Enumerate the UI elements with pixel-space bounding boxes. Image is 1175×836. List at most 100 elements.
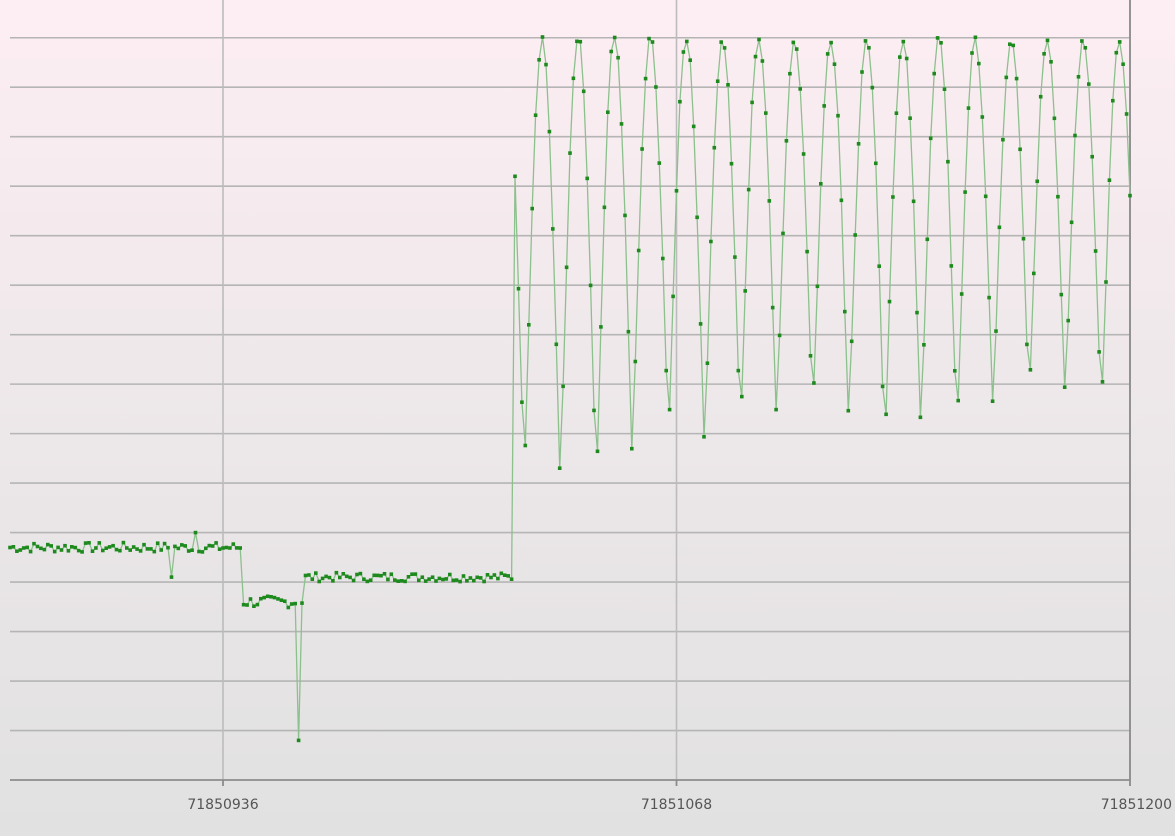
data-point-86 [303,573,308,578]
data-point-321 [1111,98,1115,103]
data-point-213 [740,394,744,399]
data-point-91 [320,576,325,581]
data-point-21 [80,550,84,554]
data-point-208 [722,46,727,50]
data-point-154 [537,58,541,62]
data-point-109 [382,572,387,576]
data-point-114 [399,579,404,583]
data-point-243 [843,309,847,314]
data-point-121 [423,579,428,583]
data-point-0 [8,545,12,550]
data-point-76 [269,595,273,599]
data-point-63 [224,545,229,550]
vertical-gridlines [222,0,1131,780]
data-point-40 [145,547,150,551]
data-point-240 [832,62,837,66]
series-points [8,35,1132,743]
data-point-190 [661,256,665,261]
data-point-6 [28,549,33,554]
data-point-48 [173,544,177,549]
data-point-145 [506,574,510,578]
data-point-230 [798,87,802,91]
data-point-116 [406,575,411,579]
data-point-7 [32,541,36,546]
data-point-103 [362,577,366,581]
data-point-212 [736,368,741,373]
data-point-122 [427,577,431,581]
data-point-5 [25,545,29,550]
data-point-291 [1008,42,1012,46]
data-point-81 [286,605,291,610]
data-point-113 [396,579,400,583]
data-point-217 [753,54,758,59]
x-axis-ticks [222,780,1131,786]
data-point-316 [1093,249,1098,253]
data-point-99 [348,575,352,580]
data-point-150 [523,443,528,448]
data-point-236 [819,182,823,186]
data-point-77 [272,595,277,600]
data-point-35 [128,548,132,552]
data-point-242 [839,198,844,203]
data-point-25 [94,546,98,550]
data-point-156 [544,62,548,67]
data-point-167 [581,89,586,94]
data-point-79 [279,598,284,602]
data-point-169 [588,283,593,288]
data-point-60 [214,541,218,545]
x-tick-labels: 71850936 71851068 71851200 [187,797,1172,813]
data-point-224 [777,333,782,338]
data-point-175 [609,49,613,54]
data-point-294 [1018,147,1022,152]
data-point-130 [454,578,459,582]
data-point-183 [636,248,641,253]
data-point-56 [200,550,205,554]
data-point-176 [612,35,617,40]
data-point-36 [131,545,136,549]
data-point-124 [434,579,438,583]
data-point-146 [509,577,514,581]
data-point-295 [1021,236,1026,241]
data-point-272 [942,87,947,91]
data-point-31 [114,547,119,552]
data-point-288 [997,225,1002,230]
data-point-45 [162,541,167,546]
data-point-174 [606,110,610,114]
data-point-39 [142,542,146,547]
data-point-281 [973,35,978,40]
data-point-220 [764,111,768,115]
data-point-299 [1035,179,1039,184]
data-point-127 [444,577,449,581]
data-point-256 [887,299,892,304]
data-point-269 [932,71,936,76]
data-point-32 [118,548,122,553]
data-point-69 [245,603,249,607]
data-point-52 [186,549,191,553]
data-point-258 [894,111,899,115]
data-point-19 [73,545,78,550]
data-point-148 [516,286,521,291]
data-point-41 [149,547,153,551]
data-point-307 [1062,385,1067,389]
data-point-261 [904,56,909,61]
data-point-211 [733,255,737,259]
data-point-17 [66,549,71,553]
data-point-189 [657,161,662,165]
data-point-66 [234,546,239,550]
data-point-142 [496,576,500,581]
data-point-271 [939,41,943,45]
data-point-254 [880,384,885,389]
data-point-128 [448,572,452,577]
data-point-172 [599,325,603,329]
data-point-14 [56,545,60,550]
data-point-204 [709,239,713,244]
data-point-207 [719,40,723,44]
data-point-62 [221,546,225,550]
data-point-235 [815,284,820,289]
data-point-129 [451,578,455,583]
data-point-4 [21,546,26,550]
x-tick-label-1: 71850936 [187,797,258,813]
data-point-251 [870,85,875,90]
data-point-166 [578,39,583,44]
